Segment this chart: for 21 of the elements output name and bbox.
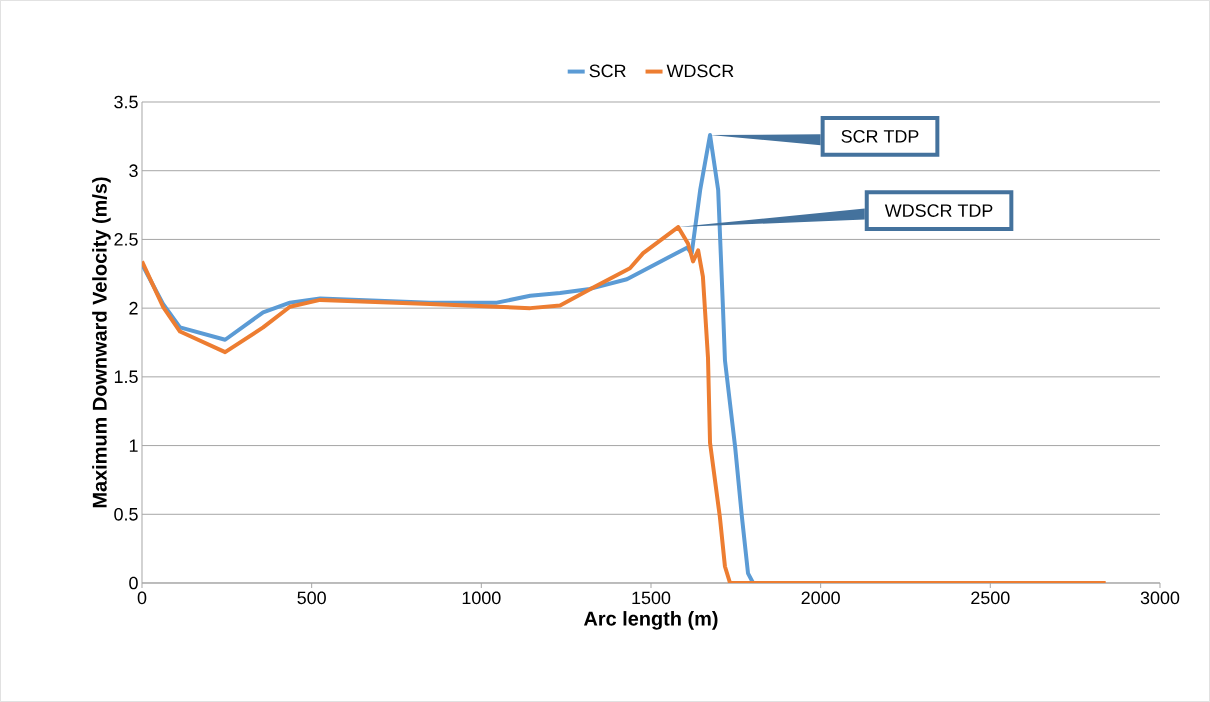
x-tick-label: 1500 <box>632 591 671 605</box>
y-tick-label: 1 <box>129 439 138 452</box>
y-tick-label: 2.5 <box>114 233 138 246</box>
x-tick-label: 500 <box>297 591 326 605</box>
annotation: SCR TDP <box>841 130 919 143</box>
legend-label: WDSCR <box>666 64 734 78</box>
y-tick-label: 0.5 <box>114 507 138 521</box>
x-tick-label: 3000 <box>1140 591 1180 605</box>
y-tick-label: 2 <box>129 301 138 315</box>
y-tick-label: 3.5 <box>114 95 138 109</box>
y-tick-label: 3 <box>129 164 138 178</box>
y-axis-title: Maximum Downward Velocity (m/s) <box>92 177 111 508</box>
line-series <box>142 225 1108 583</box>
x-axis-title: Arc length (m) <box>583 611 718 630</box>
x-tick-label: 1000 <box>462 591 501 605</box>
annotation: WDSCR TDP <box>884 204 993 217</box>
y-tick-label: 0 <box>129 576 138 590</box>
y-tick-label: 1.5 <box>114 370 138 384</box>
x-tick-label: 2000 <box>801 591 840 605</box>
x-tick-label: 2500 <box>971 591 1010 605</box>
legend-label: SCR <box>589 64 626 78</box>
